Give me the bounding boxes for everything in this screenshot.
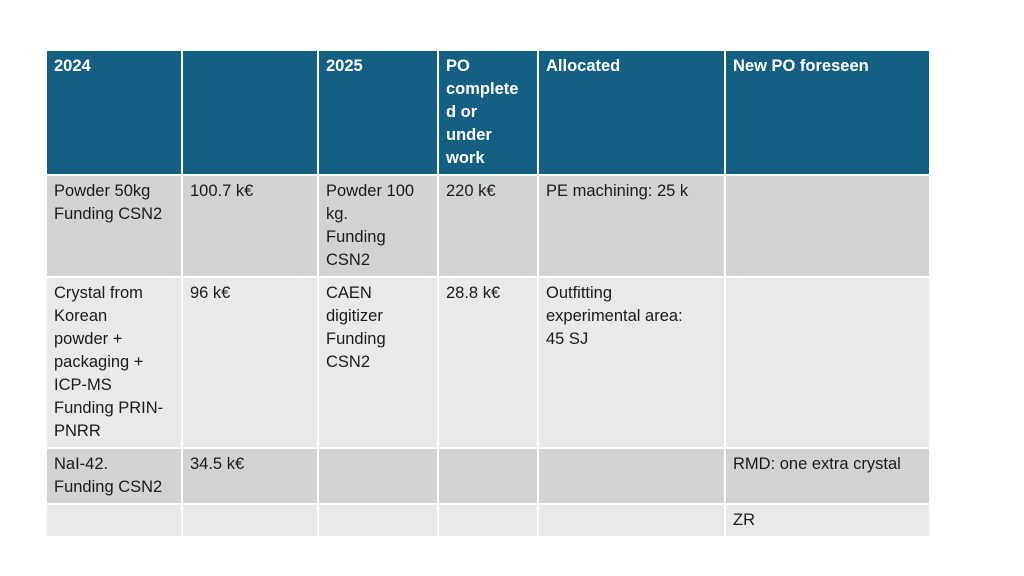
table-cell: [537, 503, 726, 538]
table-header-row: 2024 2025 PO complete d or under work Al…: [45, 49, 931, 176]
header-2025: 2025: [317, 49, 439, 176]
table-cell: 96 k€: [181, 276, 319, 449]
table-cell: Powder 50kg Funding CSN2: [45, 174, 183, 278]
table-row: NaI-42. Funding CSN2 34.5 k€ RMD: one ex…: [45, 447, 931, 505]
table-cell: 28.8 k€: [437, 276, 539, 449]
table-cell: [724, 174, 931, 278]
table-cell: Outfitting experimental area: 45 SJ: [537, 276, 726, 449]
table-cell: 220 k€: [437, 174, 539, 278]
table-row: ZR: [45, 503, 931, 538]
table-cell: [437, 447, 539, 505]
header-new-po: New PO foreseen: [724, 49, 931, 176]
table-cell: ZR: [724, 503, 931, 538]
table-row: Crystal from Korean powder + packaging +…: [45, 276, 931, 449]
table-cell: [724, 276, 931, 449]
table-cell: RMD: one extra crystal: [724, 447, 931, 505]
table-cell: [437, 503, 539, 538]
budget-table: 2024 2025 PO complete d or under work Al…: [45, 49, 931, 538]
table-cell: 100.7 k€: [181, 174, 319, 278]
table-cell: Crystal from Korean powder + packaging +…: [45, 276, 183, 449]
table-cell: CAEN digitizer Funding CSN2: [317, 276, 439, 449]
table-cell: [537, 447, 726, 505]
header-2024: 2024: [45, 49, 183, 176]
table-cell: [181, 503, 319, 538]
table-cell: [45, 503, 183, 538]
table-cell: Powder 100 kg. Funding CSN2: [317, 174, 439, 278]
table-cell: [317, 503, 439, 538]
table-cell: [317, 447, 439, 505]
header-amount-2024: [181, 49, 319, 176]
header-po-status: PO complete d or under work: [437, 49, 539, 176]
table-row: Powder 50kg Funding CSN2 100.7 k€ Powder…: [45, 174, 931, 278]
table-cell: PE machining: 25 k: [537, 174, 726, 278]
header-allocated: Allocated: [537, 49, 726, 176]
table-cell: NaI-42. Funding CSN2: [45, 447, 183, 505]
table-cell: 34.5 k€: [181, 447, 319, 505]
